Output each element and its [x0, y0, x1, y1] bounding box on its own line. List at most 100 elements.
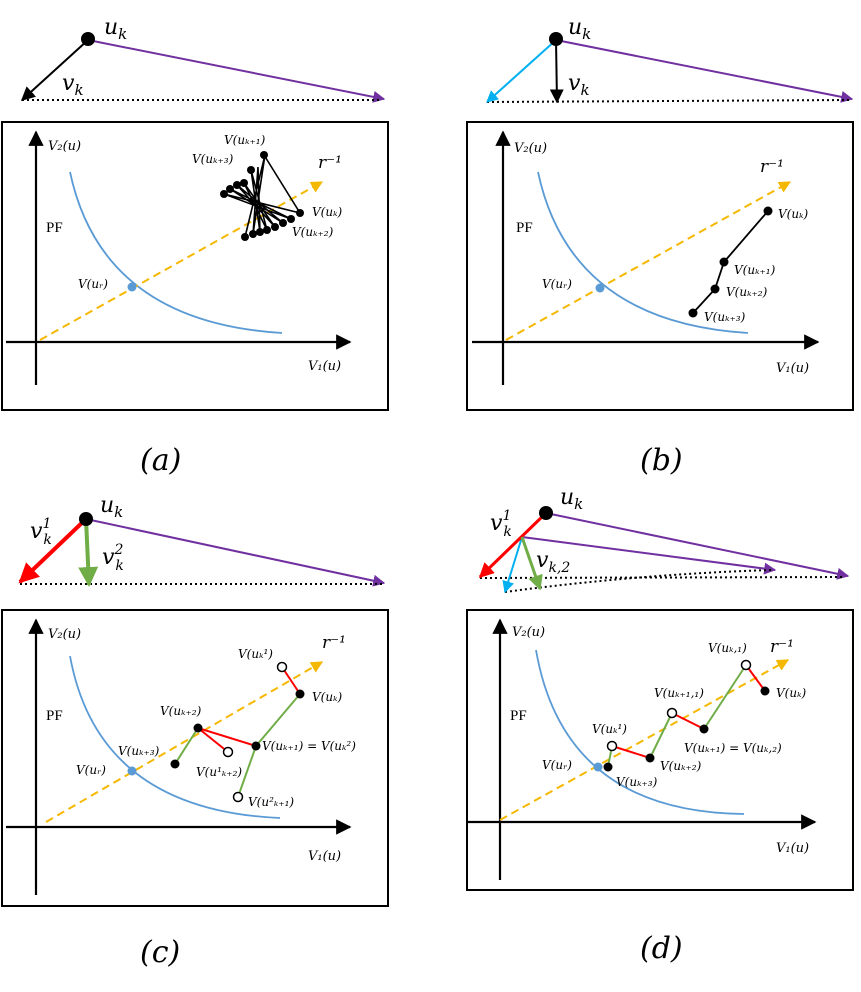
pareto-front-curve [69, 171, 283, 334]
purple-arrow [85, 518, 386, 587]
baseline-dotted-2 [504, 569, 773, 593]
reference-ray [499, 659, 790, 821]
solid-points [603, 686, 770, 772]
zigzag-points [220, 151, 304, 241]
caption-b: (b) [640, 443, 683, 478]
ur-point [127, 282, 137, 292]
label-vk2: V(uₖ₊₂) [160, 704, 202, 718]
label-vk-sup1: V(uₖ¹) [238, 647, 273, 661]
ray-label: r⁻¹ [760, 157, 784, 177]
vk-arrow [20, 39, 89, 101]
pf-label: PF [516, 220, 533, 236]
v1-red-arrow [18, 517, 88, 584]
uk-point [549, 32, 563, 46]
x-axis-label: V₁(u) [308, 849, 341, 864]
v1-label: v1 k [490, 508, 512, 540]
green-segments [174, 693, 301, 798]
label-vk3: V(uₖ₊₃) [192, 152, 234, 166]
ur-label: V(uᵣ) [78, 277, 108, 291]
caption-d: (d) [640, 931, 683, 966]
solid-points [170, 689, 305, 769]
hollow-points [606, 659, 752, 752]
ur-point [595, 283, 605, 293]
uk-point [539, 506, 553, 520]
reference-ray [505, 181, 792, 341]
pf-label: PF [46, 708, 63, 724]
panel-d-frame [466, 609, 854, 891]
red-segments [197, 666, 301, 753]
label-vk3: V(uₖ₊₃) [616, 775, 658, 789]
panel-d: uk v1 k vk,2 V₂(u) V₁(u) PF r⁻¹ V(uᵣ) [466, 485, 854, 966]
x-axis-label: V₁(u) [776, 841, 809, 856]
vk-arrow [549, 39, 564, 104]
purple-arrow-short [521, 536, 777, 575]
ur-label: V(uᵣ) [542, 758, 572, 772]
purple-arrow-long [545, 512, 850, 580]
label-vk1-eq: V(uₖ₊₁) = V(uₖ²) [262, 739, 356, 753]
purple-arrow [555, 39, 854, 103]
zigzag-path [223, 154, 302, 238]
label-vk2: V(uₖ₊₂) [660, 759, 702, 773]
caption-a: (a) [140, 443, 181, 478]
label-vk12: V(u²ₖ₊₁) [248, 795, 294, 809]
pareto-front-curve [535, 649, 745, 815]
panel-b-vector-diagram: uk vk [486, 15, 854, 104]
v2-label: vk,2 [536, 548, 570, 576]
uk-label: uk [560, 485, 583, 513]
label-vk1-eq: V(uₖ₊₁) = V(uₖ,₂) [684, 741, 782, 755]
pareto-front-curve [537, 171, 749, 334]
v2-green-arrow [78, 518, 99, 587]
purple-arrow [87, 39, 386, 103]
uk-point [79, 512, 93, 526]
reference-ray [45, 661, 324, 823]
vk-label: vk [62, 71, 84, 99]
label-vk21: V(u¹ₖ₊₂) [196, 765, 242, 779]
reference-ray [39, 181, 324, 341]
panel-c-vector-diagram: uk v1 k v2 k [18, 493, 386, 587]
y-axis-label: V₂(u) [512, 625, 545, 640]
ur-label: V(uᵣ) [542, 277, 572, 291]
hollow-points [222, 661, 288, 803]
cyan-arrow [502, 536, 523, 594]
pareto-front-curve [69, 655, 281, 819]
ray-label: r⁻¹ [318, 153, 342, 173]
y-axis-label: V₂(u) [514, 141, 547, 156]
pf-label: PF [510, 708, 527, 724]
baseline-dotted [486, 99, 851, 103]
label-vk11: V(uₖ₊₁,₁) [654, 686, 704, 700]
ur-point [127, 766, 137, 776]
ray-label: r⁻¹ [322, 633, 346, 653]
label-vk: V(uₖ) [776, 686, 806, 700]
v2-label: v2 k [102, 542, 124, 574]
ray-label: r⁻¹ [770, 637, 794, 657]
red-segments [611, 664, 766, 759]
descent-path [692, 210, 769, 314]
panel-b: uk vk V₂(u) V₁(u) PF r⁻¹ V(uᵣ) V(uₖ) V(u… [466, 15, 854, 478]
panel-c: uk v1 k v2 k V₂(u) V₁(u) PF r⁻¹ V(uᵣ) [1, 493, 389, 970]
descent-points [688, 206, 773, 318]
panel-c-frame [1, 609, 389, 907]
panel-d-vector-diagram: uk v1 k vk,2 [478, 485, 850, 594]
uk-label: uk [568, 15, 591, 43]
panel-a-vector-diagram: uk vk [20, 15, 386, 103]
label-vk: V(uₖ) [312, 690, 342, 704]
caption-c: (c) [140, 935, 180, 970]
x-axis-label: V₁(u) [308, 359, 341, 374]
ur-point [593, 762, 603, 772]
label-vk: V(uₖ) [312, 205, 342, 219]
label-vk3: V(uₖ₊₃) [704, 310, 746, 324]
ur-label: V(uᵣ) [76, 763, 106, 777]
y-axis-label: V₂(u) [48, 139, 81, 154]
y-axis-label: V₂(u) [48, 627, 81, 642]
uk-point [81, 32, 95, 46]
v1-red-arrow [478, 511, 548, 579]
label-vk2: V(uₖ₊₂) [726, 285, 768, 299]
label-vk2: V(uₖ₊₂) [292, 225, 334, 239]
uk-label: uk [104, 15, 127, 43]
panel-a: uk vk V₂(u) V₁(u) PF r⁻¹ V(uᵣ) V(uₖ₊₁) V… [1, 15, 389, 478]
pf-label: PF [46, 220, 63, 236]
label-vk: V(uₖ) [778, 207, 808, 221]
cyan-arrow [486, 39, 557, 103]
v1-label: v1 k [30, 516, 52, 548]
